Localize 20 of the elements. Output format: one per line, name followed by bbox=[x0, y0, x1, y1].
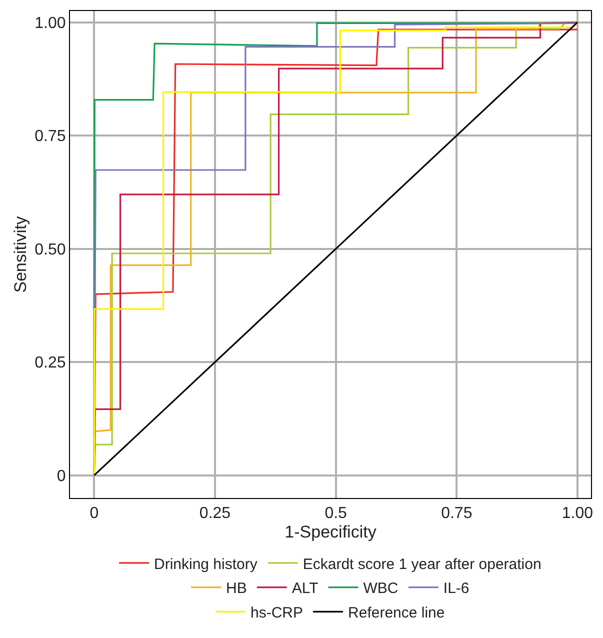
legend-label: WBC bbox=[363, 580, 398, 598]
legend-label: ALT bbox=[292, 580, 318, 598]
y-tick-label: 1.00 bbox=[34, 14, 66, 32]
legend-label: Eckardt score 1 year after operation bbox=[302, 556, 542, 573]
legend-label: IL-6 bbox=[443, 580, 470, 598]
legend-label: HB bbox=[226, 580, 247, 598]
x-tick-label: 0.75 bbox=[441, 505, 472, 522]
x-tick-label: 1.00 bbox=[562, 505, 594, 522]
y-tick-label: 0.75 bbox=[34, 128, 66, 146]
y-tick-label: 0.50 bbox=[34, 241, 66, 258]
legend-label: Reference line bbox=[348, 604, 445, 622]
legend-label: hs-CRP bbox=[250, 604, 304, 622]
x-tick-label: 0.5 bbox=[324, 505, 348, 522]
x-tick-label: 0.25 bbox=[199, 505, 231, 522]
x-tick-label: 0 bbox=[90, 505, 99, 522]
y-axis-title: Sensitivity bbox=[11, 216, 30, 293]
x-axis-title: 1-Specificity bbox=[284, 522, 377, 542]
y-tick-label: 0 bbox=[56, 468, 66, 485]
y-tick-label: 0.25 bbox=[34, 354, 66, 372]
legend-label: Drinking history bbox=[154, 556, 258, 573]
